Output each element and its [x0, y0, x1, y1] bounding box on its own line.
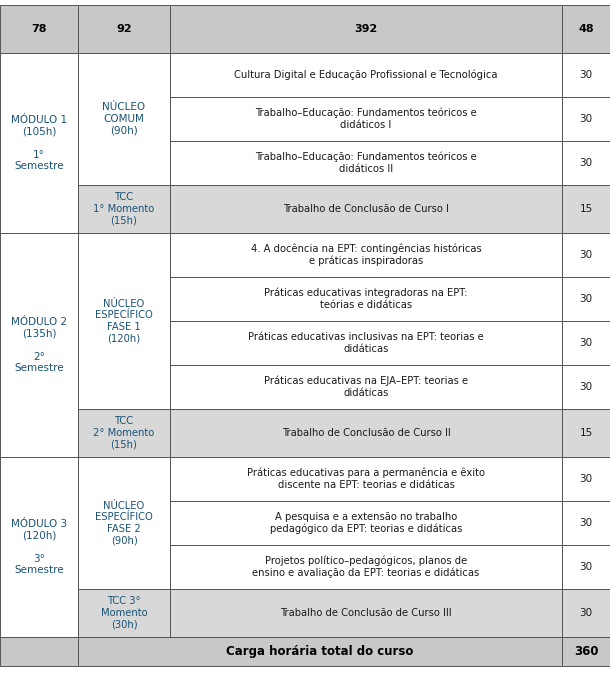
- Text: 4. A docência na EPT: contingências históricas
e práticas inspiradoras: 4. A docência na EPT: contingências hist…: [251, 243, 481, 266]
- Bar: [170, 545, 562, 589]
- Bar: [562, 365, 610, 409]
- Text: 30: 30: [580, 294, 592, 304]
- Bar: [170, 589, 562, 637]
- Bar: [562, 637, 610, 666]
- Bar: [562, 141, 610, 185]
- Bar: [170, 233, 562, 277]
- Text: TCC 3°
Momento
(30h): TCC 3° Momento (30h): [101, 596, 147, 629]
- Text: 30: 30: [580, 382, 592, 392]
- Bar: [0, 233, 78, 457]
- Bar: [78, 637, 562, 666]
- Bar: [170, 321, 562, 365]
- Text: 15: 15: [580, 204, 593, 214]
- Text: 30: 30: [580, 562, 592, 572]
- Text: 15: 15: [580, 428, 593, 438]
- Bar: [562, 97, 610, 141]
- Text: 30: 30: [580, 474, 592, 484]
- Text: 30: 30: [580, 518, 592, 528]
- Bar: [562, 545, 610, 589]
- Text: NÚCLEO
ESPECÍFICO
FASE 2
(90h): NÚCLEO ESPECÍFICO FASE 2 (90h): [95, 501, 153, 546]
- Bar: [78, 185, 170, 233]
- Text: Trabalho de Conclusão de Curso III: Trabalho de Conclusão de Curso III: [280, 608, 452, 618]
- Bar: [170, 53, 562, 97]
- Bar: [78, 409, 170, 457]
- Text: Trabalho–Educação: Fundamentos teóricos e
didáticos I: Trabalho–Educação: Fundamentos teóricos …: [255, 108, 477, 130]
- Bar: [78, 5, 170, 53]
- Text: 360: 360: [574, 645, 598, 658]
- Text: Práticas educativas inclusivas na EPT: teorias e
didáticas: Práticas educativas inclusivas na EPT: t…: [248, 332, 484, 354]
- Bar: [562, 185, 610, 233]
- Text: MÓDULO 2
(135h)

2°
Semestre: MÓDULO 2 (135h) 2° Semestre: [11, 317, 67, 373]
- Text: Práticas educativas para a permanência e êxito
discente na EPT: teorias e didáti: Práticas educativas para a permanência e…: [247, 468, 485, 490]
- Bar: [562, 457, 610, 501]
- Text: Práticas educativas na EJA–EPT: teorias e
didáticas: Práticas educativas na EJA–EPT: teorias …: [264, 376, 468, 398]
- Text: NÚCLEO
COMUM
(90h): NÚCLEO COMUM (90h): [102, 102, 146, 136]
- Bar: [0, 457, 78, 637]
- Bar: [170, 501, 562, 545]
- Bar: [170, 409, 562, 457]
- Bar: [78, 53, 170, 185]
- Text: Carga horária total do curso: Carga horária total do curso: [226, 645, 414, 658]
- Bar: [170, 185, 562, 233]
- Bar: [78, 233, 170, 409]
- Text: 30: 30: [580, 250, 592, 260]
- Text: TCC
2° Momento
(15h): TCC 2° Momento (15h): [93, 416, 154, 450]
- Text: Trabalho de Conclusão de Curso II: Trabalho de Conclusão de Curso II: [282, 428, 450, 438]
- Text: 48: 48: [578, 24, 594, 34]
- Text: MÓDULO 1
(105h)

1°
Semestre: MÓDULO 1 (105h) 1° Semestre: [11, 115, 67, 171]
- Bar: [0, 53, 78, 233]
- Text: Trabalho de Conclusão de Curso I: Trabalho de Conclusão de Curso I: [283, 204, 449, 214]
- Text: Projetos político–pedagógicos, planos de
ensino e avaliação da EPT: teorias e di: Projetos político–pedagógicos, planos de…: [253, 556, 479, 579]
- Text: 30: 30: [580, 114, 592, 124]
- Text: 30: 30: [580, 608, 592, 618]
- Text: 30: 30: [580, 338, 592, 348]
- Bar: [562, 233, 610, 277]
- Bar: [562, 409, 610, 457]
- Bar: [562, 589, 610, 637]
- Bar: [0, 637, 78, 666]
- Text: 392: 392: [354, 24, 378, 34]
- Bar: [562, 5, 610, 53]
- Text: 30: 30: [580, 158, 592, 168]
- Text: NÚCLEO
ESPECÍFICO
FASE 1
(120h): NÚCLEO ESPECÍFICO FASE 1 (120h): [95, 299, 153, 343]
- Bar: [0, 5, 78, 53]
- Text: Trabalho–Educação: Fundamentos teóricos e
didáticos II: Trabalho–Educação: Fundamentos teóricos …: [255, 152, 477, 174]
- Bar: [562, 321, 610, 365]
- Bar: [562, 501, 610, 545]
- Text: TCC
1° Momento
(15h): TCC 1° Momento (15h): [93, 193, 154, 226]
- Text: 92: 92: [116, 24, 132, 34]
- Text: Cultura Digital e Educação Profissional e Tecnológica: Cultura Digital e Educação Profissional …: [234, 70, 498, 80]
- Bar: [78, 457, 170, 589]
- Text: A pesquisa e a extensão no trabalho
pedagógico da EPT: teorias e didáticas: A pesquisa e a extensão no trabalho peda…: [270, 512, 462, 534]
- Bar: [170, 5, 562, 53]
- Bar: [170, 97, 562, 141]
- Bar: [562, 53, 610, 97]
- Text: MÓDULO 3
(120h)

3°
Semestre: MÓDULO 3 (120h) 3° Semestre: [11, 518, 67, 575]
- Bar: [170, 457, 562, 501]
- Bar: [562, 277, 610, 321]
- Text: 78: 78: [31, 24, 47, 34]
- Text: Práticas educativas integradoras na EPT:
teórias e didáticas: Práticas educativas integradoras na EPT:…: [264, 288, 468, 310]
- Bar: [170, 141, 562, 185]
- Bar: [170, 365, 562, 409]
- Text: 30: 30: [580, 70, 592, 80]
- Bar: [78, 589, 170, 637]
- Bar: [170, 277, 562, 321]
